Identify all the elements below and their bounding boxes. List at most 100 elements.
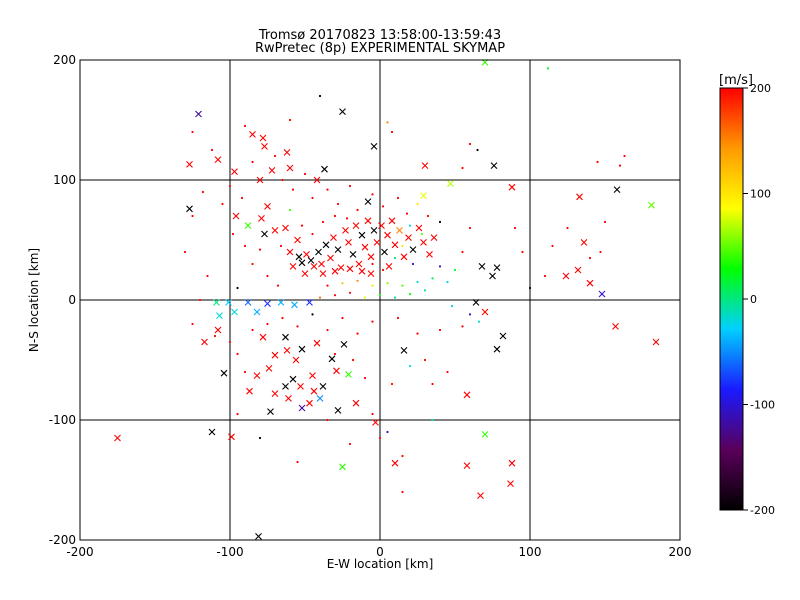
data-point-dot — [461, 166, 464, 170]
data-point-dot — [291, 188, 295, 191]
data-point-dot — [356, 332, 359, 335]
y-axis-ticks: -200 -100 0 100 200 — [49, 53, 76, 547]
data-point-cross — [349, 251, 357, 258]
data-point-dot — [468, 313, 472, 316]
data-point-cross — [364, 217, 372, 225]
data-point-dot — [326, 188, 329, 191]
data-point-dot — [221, 202, 224, 206]
data-point-cross — [294, 236, 301, 244]
data-point-cross — [361, 243, 369, 251]
data-point-dot — [596, 160, 599, 164]
data-point-cross — [249, 131, 256, 138]
data-point-dot — [231, 232, 235, 236]
data-point-dot — [438, 265, 442, 268]
data-point-dot — [341, 316, 344, 320]
data-point-cross — [405, 234, 412, 241]
data-point-cross — [367, 253, 375, 261]
data-point-cross — [409, 246, 417, 253]
plot-frame — [79, 59, 681, 541]
data-point-cross — [291, 301, 298, 309]
data-point-cross — [244, 299, 252, 306]
data-point-cross — [253, 372, 261, 379]
data-point-dot — [333, 214, 337, 218]
data-point-cross — [574, 266, 582, 274]
data-point-dot — [281, 316, 284, 320]
colorbar-tick-label: 0 — [750, 293, 757, 306]
data-point-cross — [370, 143, 378, 150]
x-tick-label: 0 — [376, 545, 384, 559]
data-point-cross — [384, 231, 391, 239]
data-point-dot — [371, 320, 374, 323]
data-point-dot — [228, 340, 232, 344]
data-point-dot — [243, 124, 247, 128]
x-tick-label: 200 — [669, 545, 692, 559]
data-point-cross — [298, 345, 306, 353]
data-point-dot — [341, 282, 344, 285]
data-point-cross — [283, 347, 291, 354]
data-point-dot — [431, 277, 434, 280]
y-tick-label: -200 — [49, 533, 76, 547]
data-point-dot — [311, 196, 314, 200]
data-point-dot — [273, 154, 277, 158]
data-point-cross — [255, 533, 262, 540]
y-axis-label: N-S location [km] — [27, 248, 41, 352]
data-point-dot — [393, 296, 397, 299]
data-point-cross — [400, 347, 408, 354]
data-point-cross — [319, 383, 327, 390]
data-point-cross — [261, 143, 268, 150]
data-point-dot — [378, 436, 382, 440]
data-point-dot — [528, 286, 532, 290]
data-point-dot — [348, 442, 352, 446]
data-point-cross — [186, 161, 193, 168]
data-point-dot — [318, 296, 322, 299]
data-point-dot — [258, 436, 262, 440]
colorbar-tick-label: -100 — [750, 399, 775, 412]
data-point-cross — [225, 299, 232, 306]
data-point-cross — [364, 198, 372, 205]
data-point-dot — [183, 250, 187, 254]
data-point-dot — [321, 220, 325, 224]
data-point-cross — [319, 270, 327, 277]
data-point-dot — [363, 296, 367, 299]
data-point-cross — [499, 332, 507, 340]
data-point-cross — [490, 162, 498, 169]
data-point-cross — [342, 227, 349, 234]
data-point-cross — [313, 339, 321, 347]
data-point-cross — [493, 345, 501, 353]
data-point-cross — [303, 251, 310, 258]
data-point-cross — [271, 227, 279, 234]
data-point-cross — [328, 355, 336, 363]
data-point-cross — [213, 299, 220, 306]
data-point-cross — [385, 263, 393, 270]
data-point-dot — [251, 160, 254, 164]
data-point-cross — [333, 367, 340, 375]
data-point-dot — [348, 291, 352, 294]
data-point-cross — [286, 164, 294, 172]
data-point-cross — [580, 239, 588, 246]
data-point-dot — [240, 196, 244, 200]
data-point-cross — [652, 338, 660, 346]
data-point-dot — [236, 412, 239, 416]
colorbar — [719, 87, 744, 511]
data-point-cross — [246, 387, 253, 395]
data-point-dot — [416, 332, 419, 335]
data-point-dot — [213, 334, 217, 338]
data-point-cross — [331, 267, 339, 275]
data-point-cross — [430, 234, 438, 241]
data-point-cross — [391, 241, 399, 249]
data-point-cross — [315, 248, 322, 256]
data-point-dot — [431, 418, 434, 422]
data-point-cross — [297, 383, 304, 390]
data-point-cross — [231, 308, 238, 316]
data-point-dot — [618, 164, 622, 167]
data-point-cross — [316, 395, 324, 402]
x-axis-label: E-W location [km] — [327, 557, 434, 571]
x-tick-label: 100 — [519, 545, 542, 559]
data-point-dot — [356, 279, 359, 282]
data-point-dot — [546, 67, 550, 70]
data-point-dot — [446, 280, 449, 284]
data-point-dot — [426, 214, 430, 218]
data-point-cross — [420, 239, 427, 246]
data-point-cross — [310, 387, 318, 395]
